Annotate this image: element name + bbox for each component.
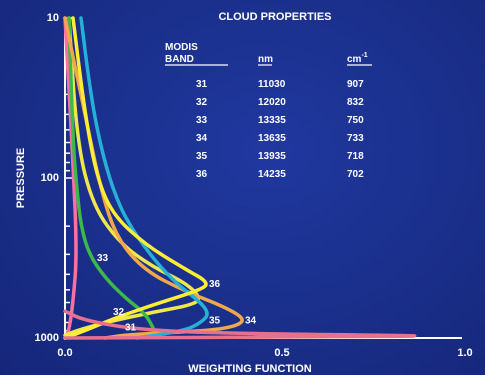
series-line-band-34 bbox=[63, 16, 244, 340]
table-cell-band: 36 bbox=[196, 169, 208, 180]
series-label-band-36: 36 bbox=[209, 279, 221, 290]
table-header-cm-exp: -1 bbox=[361, 52, 367, 59]
table-cell-nm: 13335 bbox=[258, 115, 286, 126]
table-cell-band: 35 bbox=[196, 151, 208, 162]
table-header-band: BAND bbox=[165, 54, 194, 65]
chart-title: CLOUD PROPERTIES bbox=[218, 11, 331, 23]
table-cell-nm: 14235 bbox=[258, 169, 286, 180]
series-label-band-34: 34 bbox=[245, 315, 257, 326]
table-header-cm-base: cm bbox=[347, 54, 362, 65]
series-label-band-32: 32 bbox=[113, 307, 125, 318]
series-label-band-33: 33 bbox=[97, 253, 109, 264]
x-tick-label: 0.0 bbox=[57, 347, 72, 359]
table-cell-band: 31 bbox=[196, 79, 208, 90]
table-cell-cm: 750 bbox=[347, 115, 364, 126]
table-cell-cm: 832 bbox=[347, 97, 364, 108]
x-tick-label: 1.0 bbox=[457, 347, 472, 359]
y-tick-label: 1000 bbox=[35, 332, 59, 344]
table-cell-cm: 702 bbox=[347, 169, 364, 180]
x-axis-label: WEIGHTING FUNCTION bbox=[188, 363, 311, 375]
table-rows: 31 11030 907 32 12020 832 33 13335 750 34 13635 733… bbox=[196, 79, 364, 180]
table-cell-cm: 733 bbox=[347, 133, 364, 144]
y-tick-label: 100 bbox=[41, 172, 59, 184]
table-cell-band: 33 bbox=[196, 115, 208, 126]
series-label-band-31: 31 bbox=[125, 323, 137, 334]
table-cell-nm: 13635 bbox=[258, 133, 286, 144]
series-line-band-35 bbox=[79, 16, 209, 340]
table-cell-band: 32 bbox=[196, 97, 208, 108]
table-cell-cm: 718 bbox=[347, 151, 364, 162]
series-label-band-35: 35 bbox=[209, 315, 221, 326]
curves bbox=[63, 16, 417, 340]
table-cell-band: 34 bbox=[196, 133, 208, 144]
x-tick-label: 0.5 bbox=[274, 347, 289, 359]
series-line-band-36 bbox=[63, 16, 208, 340]
table-cell-nm: 13935 bbox=[258, 151, 286, 162]
series-line-band-31-pink bbox=[63, 309, 417, 340]
table-cell-nm: 11030 bbox=[258, 79, 286, 90]
table-header-cm: cm-1 bbox=[347, 52, 368, 65]
y-axis-label: PRESSURE bbox=[15, 148, 27, 209]
y-tick-label: 10 bbox=[47, 12, 59, 24]
table-cell-nm: 12020 bbox=[258, 97, 286, 108]
series-line-band-33 bbox=[67, 16, 159, 339]
table-cell-cm: 907 bbox=[347, 79, 364, 90]
table-header-nm: nm bbox=[258, 54, 273, 65]
table-header-modis: MODIS bbox=[165, 42, 198, 53]
